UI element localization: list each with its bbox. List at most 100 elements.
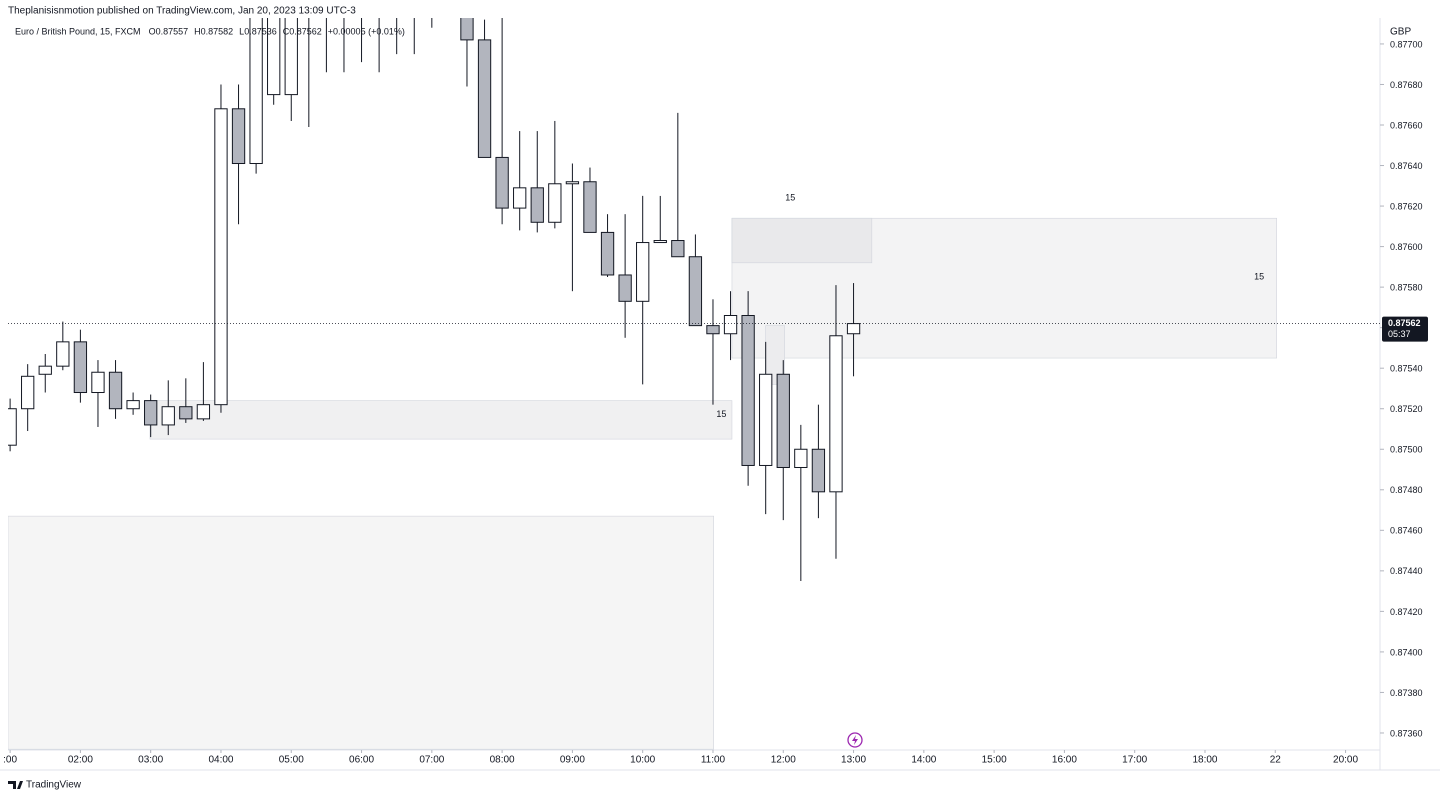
legend: Euro / British Pound, 15, FXCM O 0.87557 H 0… (15, 26, 405, 36)
annotation: 15 (1254, 271, 1264, 281)
candle-body (688, 256, 703, 327)
candle-body (794, 448, 808, 468)
candle-body (741, 315, 755, 466)
y-tick-label: 0.87460 (1390, 526, 1423, 536)
x-tick-label: 11:00 (701, 755, 726, 766)
last-price-label: 0.87562 (1388, 318, 1421, 328)
ohlc-value: 0.87562 (289, 26, 322, 36)
x-tick-label: 06:00 (349, 755, 374, 766)
currency: GBP (1390, 27, 1411, 38)
candle-body (179, 406, 193, 420)
y-tick-label: 0.87620 (1390, 201, 1423, 211)
y-tick-label: 0.87640 (1390, 161, 1423, 171)
zone (731, 217, 873, 264)
candle-body (513, 187, 527, 209)
candle-body (829, 335, 843, 493)
candle-body (196, 404, 211, 420)
ohlc-label: O (149, 26, 156, 36)
x-tick-label: 03:00 (138, 755, 163, 766)
candle-body (267, 18, 281, 96)
candle-body (548, 183, 562, 223)
candle-body (723, 315, 738, 335)
candle-body (161, 406, 175, 426)
candle-body (636, 242, 650, 302)
x-tick-label: 16:00 (1052, 755, 1077, 766)
y-tick-label: 0.87660 (1390, 120, 1423, 130)
ohlc-value: 0.87557 (156, 26, 189, 36)
y-tick-label: 0.87400 (1390, 647, 1423, 657)
ohlc-label: L (239, 26, 244, 36)
plot-area: 15 15 15 (8, 18, 1277, 750)
x-tick-label: 18:00 (1192, 755, 1217, 766)
y-tick-label: 0.87440 (1390, 566, 1423, 576)
annotation: 15 (785, 192, 795, 202)
x-tick-label: 17:00 (1122, 755, 1147, 766)
candle-body (21, 375, 35, 410)
x-tick-label: 08:00 (490, 755, 515, 766)
y-tick-label: 0.87360 (1390, 728, 1423, 738)
x-tick-label: 10:00 (630, 755, 655, 766)
ohlc-label: H (194, 26, 201, 36)
y-tick-label: 0.87520 (1390, 404, 1423, 414)
brand: TradingView (26, 780, 82, 791)
candle-body (776, 373, 790, 468)
candle-body (249, 18, 263, 165)
x-tick-label: 12:00 (771, 755, 796, 766)
candle-body (477, 39, 492, 158)
y-tick-label: 0.87700 (1390, 39, 1423, 49)
candle-body (759, 373, 773, 466)
ohlc-value: 0.87582 (201, 26, 234, 36)
candle-body (126, 400, 140, 410)
candle-body (811, 448, 826, 493)
x-tick-label: 04:00 (208, 755, 233, 766)
candle-body (583, 181, 597, 233)
candle-body (530, 187, 544, 223)
candle-body (214, 108, 228, 406)
x-tick-label: 14:00 (911, 755, 936, 766)
candle-body (38, 365, 52, 375)
candle-body (495, 156, 509, 209)
brand-logo (8, 781, 23, 789)
ohlc-label: C (283, 26, 290, 36)
event-icon[interactable] (847, 732, 863, 748)
candle-body (600, 231, 615, 276)
annotation: 15 (716, 409, 726, 419)
ohlc-value: 0.87536 (244, 26, 277, 36)
x-tick-label: 15:00 (982, 755, 1007, 766)
zone (8, 515, 714, 750)
candle-body (460, 18, 474, 41)
x-tick-label: 20:00 (1333, 755, 1358, 766)
y-tick-label: 0.87420 (1390, 607, 1423, 617)
countdown: 05:37 (1388, 329, 1411, 339)
publisher: Theplanisisnmotion published on TradingV… (8, 6, 356, 17)
candle-body (846, 323, 861, 335)
change: +0.00005 (+0.01%) (328, 26, 405, 36)
x-tick-label: :00 (3, 755, 17, 766)
candle-body (565, 181, 580, 185)
candle-body (618, 274, 632, 302)
zone (149, 400, 733, 440)
x-tick-label: 02:00 (68, 755, 93, 766)
candle-body (284, 18, 298, 96)
candle-body (56, 341, 70, 367)
candle-body (108, 371, 123, 410)
candle-body (653, 240, 667, 244)
last-price-box (1382, 316, 1428, 342)
x-tick-label: 07:00 (419, 755, 444, 766)
candle-body (671, 240, 685, 258)
y-tick-label: 0.87600 (1390, 242, 1423, 252)
candle-body (144, 400, 158, 426)
y-tick-label: 0.87500 (1390, 445, 1423, 455)
x-tick-label: 05:00 (279, 755, 304, 766)
symbol: Euro / British Pound, 15, FXCM (15, 26, 141, 36)
x-tick-label: 13:00 (841, 755, 866, 766)
candle-body (231, 108, 246, 165)
y-tick-label: 0.87480 (1390, 485, 1423, 495)
y-tick-label: 0.87380 (1390, 688, 1423, 698)
candle-body (8, 408, 17, 446)
x-tick-label: 09:00 (560, 755, 585, 766)
x-tick-label: 22 (1270, 755, 1282, 766)
y-tick-label: 0.87580 (1390, 283, 1423, 293)
